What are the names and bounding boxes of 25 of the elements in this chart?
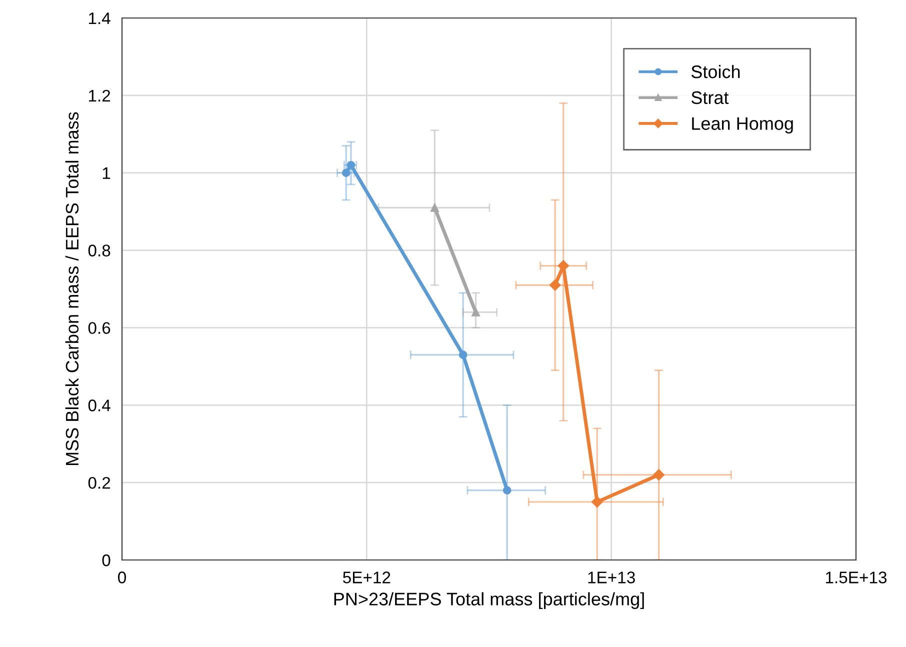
legend-label: Lean Homog (692, 117, 793, 134)
x-axis-title: PN>23/EEPS Total mass [particles/mg] (334, 592, 644, 610)
y-tick-label: 1.4 (88, 12, 110, 24)
point (472, 308, 480, 316)
legend-label: Strat (691, 91, 729, 104)
y-tick-label: 0.8 (88, 244, 110, 256)
x-tick-label: 5E+12 (343, 572, 390, 584)
x-tick-label: 1E+13 (588, 572, 635, 584)
y-tick-label: 0.6 (88, 322, 110, 334)
y-tick-label: 0.4 (88, 400, 110, 412)
y-tick-label: 1.2 (88, 90, 110, 102)
x-tick-label: 1.5E+13 (826, 572, 887, 584)
point (342, 168, 350, 178)
y-tick-label: 1 (102, 167, 110, 179)
x-tick-label: 0 (118, 572, 126, 584)
y-tick-label: 0 (102, 554, 110, 566)
y-tick-label: 0.2 (88, 476, 110, 489)
point (430, 204, 439, 212)
legend-label: Stoich (691, 64, 740, 78)
point (502, 486, 512, 494)
point (458, 350, 468, 359)
point (549, 280, 561, 291)
y-axis-title: MSS Black Carbon mass / EEPS Total mass (65, 112, 79, 465)
point (592, 496, 603, 508)
point (653, 469, 664, 480)
